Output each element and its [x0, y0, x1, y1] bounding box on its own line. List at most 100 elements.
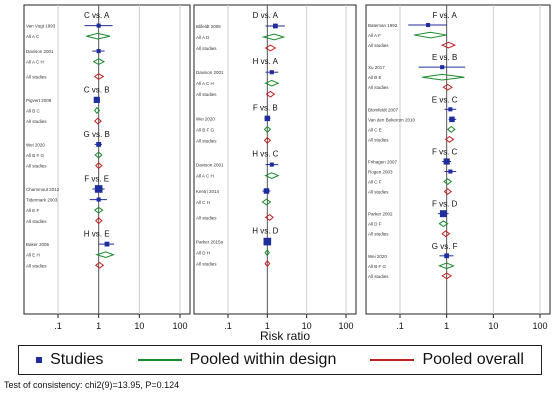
design-name: All B F G — [196, 127, 215, 132]
design-diamond — [263, 125, 272, 133]
overall-diamond — [264, 260, 271, 268]
legend-label-studies: Studies — [50, 351, 104, 368]
design-name: All D H — [196, 251, 210, 256]
study-marker — [269, 70, 274, 75]
design-diamond — [443, 178, 452, 185]
design-name: All E F — [26, 208, 40, 213]
green-line-icon — [137, 359, 182, 361]
study-marker — [444, 253, 450, 259]
study-name: Frihagen 2007 — [368, 159, 398, 164]
x-tick-label: 10 — [488, 321, 498, 331]
study-name: Wei 2020 — [26, 142, 45, 147]
study-name: Blomfeldt 2007 — [368, 107, 399, 112]
panel-frame — [23, 4, 191, 315]
study-marker — [96, 142, 102, 147]
overall-diamond — [443, 188, 452, 196]
study-name: Baker 2006 — [26, 242, 50, 247]
x-tick-label: 1 — [96, 321, 101, 331]
comparison-label: E vs. C — [432, 95, 458, 104]
overall-diamond — [442, 83, 453, 91]
study-name: Xu 2017 — [368, 65, 385, 70]
design-name: All B C — [26, 108, 41, 113]
study-name: Wei 2020 — [196, 116, 215, 121]
study-name: Rogen 2003 — [368, 170, 393, 175]
study-name: Wei 2020 — [368, 254, 387, 259]
red-line-icon — [370, 359, 415, 361]
design-name: All A F — [368, 33, 381, 38]
x-tick-label: .1 — [54, 321, 62, 331]
design-name: All D F — [368, 222, 382, 227]
design-diamond — [95, 251, 115, 259]
design-name: All B E — [368, 75, 382, 80]
x-tick-label: 1 — [265, 321, 270, 331]
x-tick-label: .1 — [224, 321, 232, 331]
study-marker — [96, 197, 101, 202]
overall-name: All studies — [368, 232, 389, 237]
comparison-label: G vs. B — [84, 130, 110, 139]
overall-name: All studies — [196, 46, 217, 51]
comparison-label: D vs. A — [253, 11, 279, 20]
overall-name: All studies — [368, 85, 389, 90]
design-diamond — [264, 172, 280, 179]
overall-diamond — [441, 230, 451, 238]
study-name: Tidermark 2003 — [26, 198, 58, 203]
x-tick-label: 10 — [134, 321, 144, 331]
study-marker — [448, 107, 453, 112]
study-marker-icon — [36, 357, 43, 363]
study-name: Chammout 2012 — [26, 187, 60, 192]
design-name: All C H — [196, 200, 210, 205]
comparison-label: C vs. A — [84, 11, 110, 20]
x-tick-label: 100 — [338, 321, 353, 331]
design-diamond — [264, 248, 270, 257]
study-marker — [263, 237, 272, 246]
overall-name: All studies — [368, 137, 389, 142]
design-name: All B F G — [26, 153, 45, 158]
overall-name: All studies — [368, 274, 389, 279]
comparison-label: G vs. F — [432, 242, 458, 251]
comparison-label: C vs. B — [84, 85, 110, 94]
overall-diamond — [95, 217, 103, 225]
comparison-label: E vs. B — [432, 53, 457, 62]
design-diamond — [413, 31, 447, 39]
study-marker — [96, 23, 101, 28]
study-marker — [104, 241, 110, 247]
design-diamond — [86, 32, 111, 40]
overall-name: All studies — [26, 75, 47, 80]
design-diamond — [446, 125, 456, 133]
study-name: Van den Bekerom 2010 — [368, 117, 415, 122]
comparison-label: H vs. A — [253, 57, 279, 66]
x-tick-label: 1 — [444, 321, 449, 331]
design-name: All C F — [368, 180, 382, 185]
overall-name: All studies — [196, 215, 217, 220]
overall-name: All studies — [196, 262, 217, 267]
design-name: All A D — [196, 35, 210, 40]
panel-frame — [193, 4, 357, 315]
comparison-label: F vs. E — [84, 174, 109, 183]
study-marker — [272, 23, 278, 29]
overall-diamond — [264, 213, 274, 221]
study-marker — [96, 49, 101, 54]
overall-diamond — [95, 162, 103, 170]
design-diamond — [94, 151, 103, 159]
panel-frame — [365, 4, 551, 315]
design-name: All C E — [368, 127, 382, 132]
legend-label-pooled-design: Pooled within design — [189, 351, 337, 368]
design-name: All B F G — [368, 264, 387, 269]
design-diamond — [264, 79, 280, 87]
comparison-label: F vs. A — [432, 11, 457, 20]
overall-name: All studies — [368, 190, 389, 195]
design-name: All A C — [26, 34, 40, 39]
overall-name: All studies — [26, 164, 47, 169]
study-marker — [269, 162, 274, 167]
comparison-label: F vs. C — [432, 147, 458, 156]
study-name: Davison 2001 — [196, 163, 224, 168]
study-marker — [443, 158, 450, 165]
design-name: All A C H — [26, 60, 44, 65]
legend: Studies Pooled within design Pooled over… — [18, 345, 542, 375]
overall-diamond — [93, 117, 102, 125]
consistency-note: Test of consistency: chi2(9)=13.95, P=0.… — [4, 380, 180, 390]
study-name: Davison 2001 — [196, 70, 224, 75]
x-tick-label: .1 — [396, 321, 404, 331]
overall-diamond — [93, 73, 105, 80]
